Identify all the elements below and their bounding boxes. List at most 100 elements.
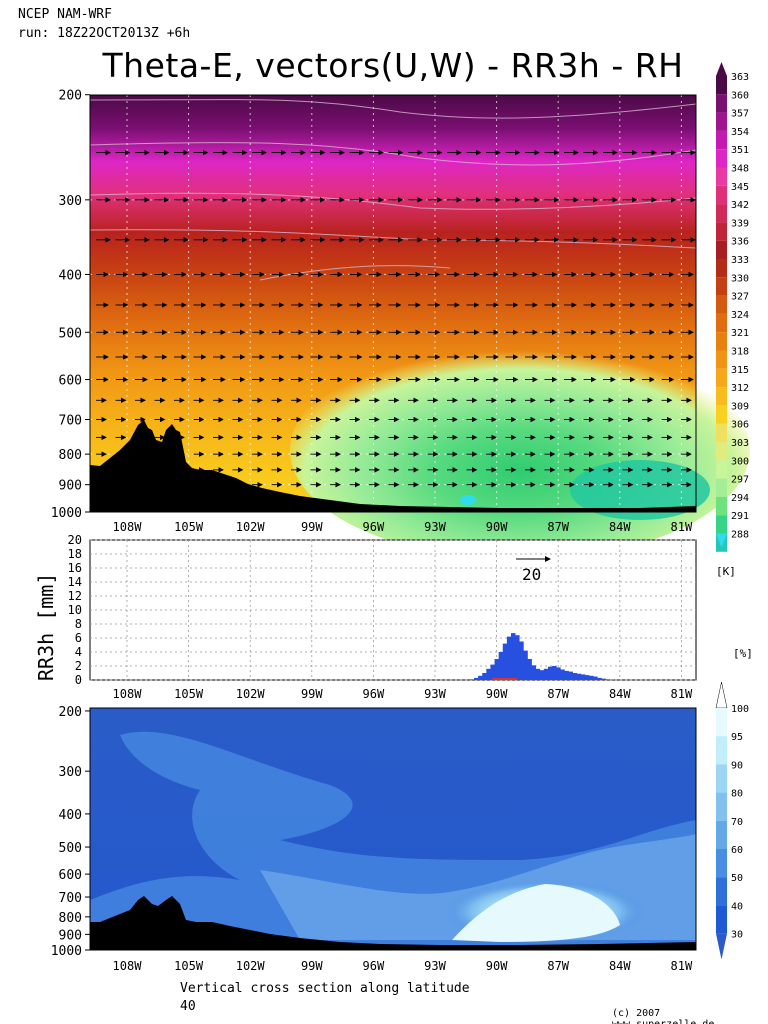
rh-y-tick-label: 900 xyxy=(59,928,82,943)
section-latitude: 40 xyxy=(180,999,196,1014)
rr3h-y-tick-label: 6 xyxy=(75,631,82,645)
theta-e-colorbar-swatch xyxy=(716,295,727,314)
theta-e-x-tick-label: 84W xyxy=(609,520,631,534)
theta-e-moist-core xyxy=(570,460,710,520)
rr3h-bar xyxy=(597,677,602,680)
model-name: NCEP NAM-WRF xyxy=(18,7,112,22)
theta-e-colorbar-label: 336 xyxy=(731,237,749,248)
rr3h-bar xyxy=(572,673,578,680)
rr3h-x-tick-label: 87W xyxy=(547,687,569,701)
rr3h-bar xyxy=(482,673,487,680)
rh-x-tick-label: 99W xyxy=(301,959,323,973)
theta-e-colorbar-swatch xyxy=(716,167,727,186)
theta-e-colorbar-swatch xyxy=(716,112,727,131)
theta-e-colorbar-label: 342 xyxy=(731,200,749,211)
theta-e-x-tick-label: 87W xyxy=(547,520,569,534)
rh-x-tick-label: 96W xyxy=(363,959,385,973)
theta-e-y-tick-label: 300 xyxy=(59,194,82,209)
theta-e-x-tick-label: 96W xyxy=(363,520,385,534)
rh-saturated-core xyxy=(452,884,620,942)
rr3h-x-tick-label: 84W xyxy=(609,687,631,701)
rh-colorbar-label: 80 xyxy=(731,789,743,800)
theta-e-x-tick-label: 99W xyxy=(301,520,323,534)
rr3h-y-tick-label: 10 xyxy=(68,603,82,617)
wind-vectors xyxy=(96,149,696,488)
rr3h-bars xyxy=(469,633,615,680)
theta-e-y-tick-label: 900 xyxy=(59,479,82,494)
rh-colorbar-unit: [%] xyxy=(733,647,753,660)
theta-e-y-tick-label: 700 xyxy=(59,414,82,429)
rr3h-y-axis-label: RR3h [mm] xyxy=(34,573,58,681)
theta-e-panel xyxy=(89,94,750,560)
rr3h-bar xyxy=(605,679,610,680)
theta-e-y-tick-label: 1000 xyxy=(51,506,82,521)
rr3h-bar xyxy=(543,668,549,680)
rh-y-tick-label: 200 xyxy=(59,705,82,720)
rr3h-bar xyxy=(564,670,569,680)
rh-colorbar-label: 95 xyxy=(731,732,743,743)
section-label: Vertical cross section along latitude xyxy=(180,981,470,996)
rr3h-bar xyxy=(589,675,594,680)
theta-e-terrain xyxy=(90,420,696,512)
rh-y-tick-label: 400 xyxy=(59,808,82,823)
theta-e-x-tick-label: 81W xyxy=(671,520,693,534)
rr3h-bar xyxy=(490,664,495,680)
theta-e-colorbar-swatch xyxy=(716,240,727,259)
rh-colorbar-swatch xyxy=(716,736,727,765)
rh-x-tick-label: 81W xyxy=(671,959,693,973)
theta-e-colorbar-swatch xyxy=(716,259,727,278)
theta-e-colorbar-swatch xyxy=(716,405,727,424)
rr3h-bar xyxy=(510,633,516,680)
theta-e-colorbar-swatch xyxy=(716,222,727,241)
rr3h-y-tick-label: 12 xyxy=(68,589,82,603)
theta-e-frame xyxy=(89,94,697,513)
run-time: run: 18Z22OCT2013Z +6h xyxy=(18,26,191,41)
rh-colorbar: 100 95 90 80 70 60 50 40 30 xyxy=(715,681,749,960)
theta-e-colorbar-label: 291 xyxy=(731,511,749,522)
rr3h-bar xyxy=(552,666,557,680)
theta-e-colorbar-label: 321 xyxy=(731,328,749,339)
theta-e-colorbar-swatch xyxy=(716,94,727,113)
theta-e-colorbar-swatch xyxy=(716,185,727,205)
rr3h-bar xyxy=(478,675,483,680)
theta-e-colorbar-label: 357 xyxy=(731,109,749,120)
rr3h-y-tick-label: 2 xyxy=(75,659,82,673)
theta-e-colorbar-swatch xyxy=(716,149,727,168)
rr3h-panel: 20 RR3h [mm] xyxy=(34,539,697,681)
rr3h-bar xyxy=(474,677,479,680)
rh-colorbar-label: 100 xyxy=(731,704,749,715)
rr3h-bar xyxy=(498,652,504,680)
rr3h-y-tick-label: 0 xyxy=(75,673,82,687)
theta-e-colorbar-swatch xyxy=(716,368,727,388)
theta-e-colorbar-label: 348 xyxy=(731,164,749,175)
theta-e-colorbar-swatch xyxy=(716,515,727,534)
rr3h-grid xyxy=(90,539,696,681)
rr3h-bar xyxy=(486,668,491,680)
theta-e-colorbar-swatch xyxy=(716,332,727,351)
rh-frame xyxy=(89,707,697,951)
theta-e-colorbar-swatch xyxy=(716,387,727,406)
chart-title: Theta-E, vectors(U,W) - RR3h - RH xyxy=(102,46,684,85)
rr3h-bar xyxy=(547,666,553,680)
rr3h-y-tick-label: 18 xyxy=(68,547,82,561)
theta-e-colorbar-label: 327 xyxy=(731,292,749,303)
theta-e-colorbar-swatch xyxy=(716,76,727,95)
rr3h-bar xyxy=(539,670,545,680)
rr3h-x-tick-label: 96W xyxy=(363,687,385,701)
theta-e-colorbar-swatch xyxy=(716,460,727,479)
theta-e-colorbar-label: 306 xyxy=(731,420,749,431)
rh-y-tick-label: 1000 xyxy=(51,944,82,959)
theta-e-colorbar-label: 294 xyxy=(731,493,749,504)
rh-y-tick-label: 800 xyxy=(59,911,82,926)
rr3h-x-tick-label: 108W xyxy=(113,687,143,701)
theta-e-y-tick-label: 800 xyxy=(59,448,82,463)
theta-e-colorbar-label: 318 xyxy=(731,347,749,358)
theta-e-colorbar-label: 297 xyxy=(731,475,749,486)
rh-colorbar-bottom-triangle xyxy=(716,933,727,960)
rr3h-y-tick-label: 4 xyxy=(75,645,82,659)
rr3h-bar xyxy=(593,676,598,680)
rh-colorbar-swatch xyxy=(716,877,727,906)
rr3h-bar xyxy=(494,659,500,680)
theta-e-colorbar-label: 315 xyxy=(731,365,749,376)
